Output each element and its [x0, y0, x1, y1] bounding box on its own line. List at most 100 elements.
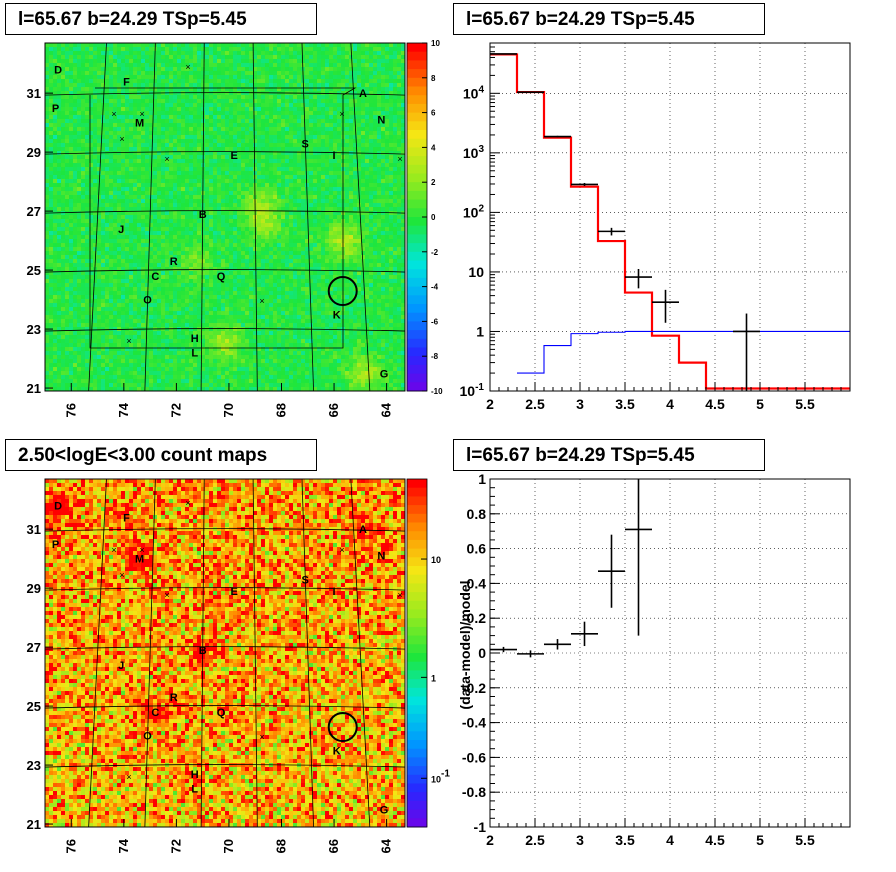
map-pixel	[125, 155, 130, 160]
map-pixel	[205, 147, 210, 152]
map-pixel	[305, 243, 310, 248]
map-pixel	[389, 195, 394, 200]
map-pixel	[337, 87, 342, 92]
map-pixel	[65, 83, 70, 88]
map-pixel	[153, 227, 158, 232]
map-pixel	[161, 63, 166, 68]
map-pixel	[277, 43, 282, 48]
map-pixel	[169, 163, 174, 168]
map-pixel	[401, 67, 406, 72]
map-pixel	[89, 187, 94, 192]
map-pixel	[389, 67, 394, 72]
map-pixel	[373, 195, 378, 200]
map-pixel	[129, 151, 134, 156]
map-pixel	[125, 207, 130, 212]
map-pixel	[301, 259, 306, 264]
map-pixel	[253, 67, 258, 72]
map-pixel	[321, 59, 326, 64]
map-pixel	[229, 139, 234, 144]
map-pixel	[273, 175, 278, 180]
map-pixel	[117, 115, 122, 120]
map-pixel	[269, 131, 274, 136]
map-pixel	[257, 95, 262, 100]
map-pixel	[373, 159, 378, 164]
map-pixel	[373, 163, 378, 168]
map-pixel	[285, 115, 290, 120]
map-pixel	[353, 195, 358, 200]
map-pixel	[317, 203, 322, 208]
map-pixel	[225, 195, 230, 200]
map-pixel	[265, 95, 270, 100]
map-pixel	[217, 255, 222, 260]
map-pixel	[105, 259, 110, 264]
map-pixel	[57, 83, 62, 88]
map-pixel	[101, 227, 106, 232]
map-pixel	[317, 55, 322, 60]
map-pixel	[165, 167, 170, 172]
map-pixel	[357, 99, 362, 104]
map-pixel	[85, 131, 90, 136]
map-pixel	[181, 139, 186, 144]
map-pixel	[81, 215, 86, 220]
map-pixel	[297, 219, 302, 224]
map-pixel	[249, 199, 254, 204]
map-pixel	[165, 83, 170, 88]
map-pixel	[225, 235, 230, 240]
map-pixel	[117, 127, 122, 132]
map-pixel	[289, 87, 294, 92]
map-pixel	[277, 99, 282, 104]
map-pixel	[225, 199, 230, 204]
map-pixel	[97, 107, 102, 112]
map-pixel	[205, 163, 210, 168]
map-pixel	[213, 127, 218, 132]
map-pixel	[361, 215, 366, 220]
map-pixel	[137, 263, 142, 268]
map-pixel	[61, 163, 66, 168]
map-pixel	[241, 183, 246, 188]
map-pixel	[277, 179, 282, 184]
map-pixel	[89, 83, 94, 88]
map-pixel	[293, 175, 298, 180]
map-pixel	[209, 179, 214, 184]
map-pixel	[385, 215, 390, 220]
map-pixel	[245, 143, 250, 148]
map-pixel	[245, 103, 250, 108]
map-pixel	[381, 207, 386, 212]
map-pixel	[313, 47, 318, 52]
map-pixel	[101, 247, 106, 252]
map-pixel	[77, 91, 82, 96]
map-pixel	[153, 127, 158, 132]
map-pixel	[129, 231, 134, 236]
map-pixel	[93, 43, 98, 48]
map-pixel	[137, 139, 142, 144]
map-pixel	[237, 123, 242, 128]
map-pixel	[265, 71, 270, 76]
map-pixel	[253, 95, 258, 100]
map-pixel	[185, 251, 190, 256]
map-pixel	[161, 175, 166, 180]
map-pixel	[105, 79, 110, 84]
map-pixel	[345, 51, 350, 56]
map-pixel	[361, 83, 366, 88]
map-pixel	[213, 47, 218, 52]
map-pixel	[161, 51, 166, 56]
map-pixel	[65, 99, 70, 104]
map-pixel	[205, 139, 210, 144]
map-pixel	[265, 239, 270, 244]
map-pixel	[237, 239, 242, 244]
map-pixel	[237, 119, 242, 124]
map-pixel	[281, 255, 286, 260]
map-pixel	[397, 135, 402, 140]
map-pixel	[69, 251, 74, 256]
map-pixel	[173, 243, 178, 248]
map-pixel	[109, 183, 114, 188]
map-pixel	[229, 71, 234, 76]
map-pixel	[401, 79, 406, 84]
map-pixel	[113, 171, 118, 176]
map-pixel	[69, 143, 74, 148]
map-pixel	[285, 255, 290, 260]
map-pixel	[249, 119, 254, 124]
map-pixel	[317, 199, 322, 204]
map-pixel	[297, 151, 302, 156]
map-pixel	[209, 227, 214, 232]
